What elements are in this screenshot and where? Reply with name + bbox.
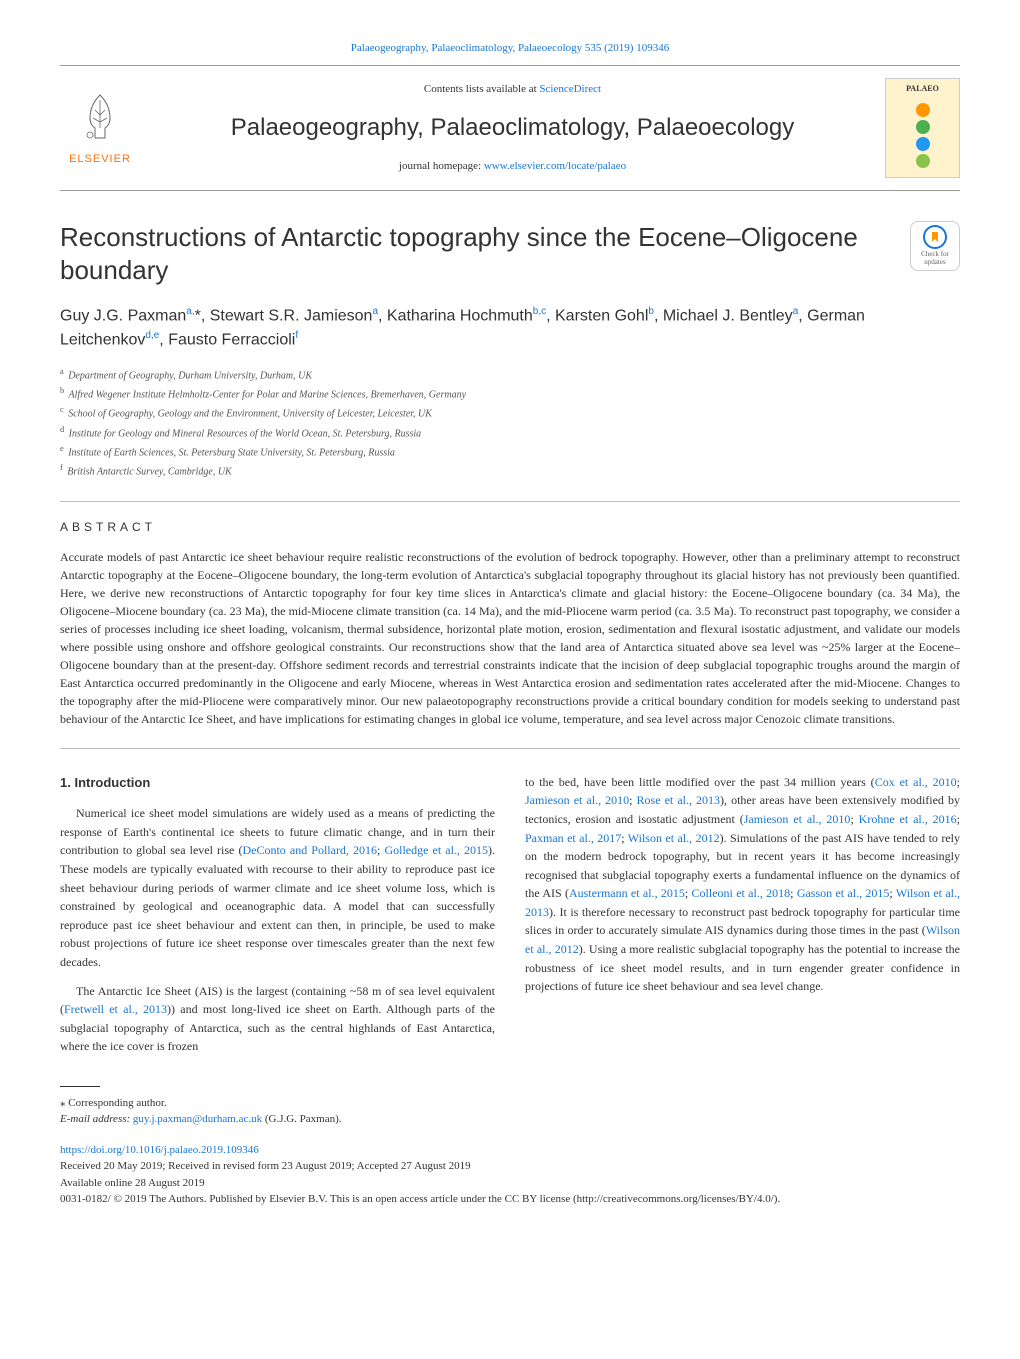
two-column-body: 1. Introduction Numerical ice sheet mode… bbox=[60, 773, 960, 1066]
divider bbox=[60, 501, 960, 502]
cover-circle-icon bbox=[916, 154, 930, 168]
journal-homepage: journal homepage: www.elsevier.com/locat… bbox=[160, 158, 865, 175]
authors-list: Guy J.G. Paxmana,*, Stewart S.R. Jamieso… bbox=[60, 304, 960, 353]
affiliations-list: a Department of Geography, Durham Univer… bbox=[60, 365, 960, 481]
check-updates-badge[interactable]: Check for updates bbox=[910, 221, 960, 271]
bookmark-icon bbox=[923, 225, 947, 249]
intro-left-text: Numerical ice sheet model simulations ar… bbox=[60, 804, 495, 1056]
elsevier-text: ELSEVIER bbox=[69, 151, 131, 168]
email-link[interactable]: guy.j.paxman@durham.ac.uk bbox=[133, 1113, 262, 1125]
contents-line: Contents lists available at ScienceDirec… bbox=[160, 81, 865, 98]
cover-circles bbox=[916, 103, 930, 168]
journal-header: ELSEVIER Contents lists available at Sci… bbox=[60, 65, 960, 191]
journal-cover: PALAEO bbox=[885, 78, 960, 178]
header-center: Contents lists available at ScienceDirec… bbox=[160, 81, 865, 174]
elsevier-tree-icon bbox=[70, 87, 130, 147]
sciencedirect-link[interactable]: ScienceDirect bbox=[539, 83, 601, 95]
doi-link[interactable]: https://doi.org/10.1016/j.palaeo.2019.10… bbox=[60, 1142, 960, 1159]
article-title: Reconstructions of Antarctic topography … bbox=[60, 221, 960, 289]
cover-circle-icon bbox=[916, 137, 930, 151]
elsevier-logo: ELSEVIER bbox=[60, 83, 140, 173]
cover-circle-icon bbox=[916, 120, 930, 134]
intro-heading: 1. Introduction bbox=[60, 773, 495, 793]
cover-circle-icon bbox=[916, 103, 930, 117]
right-column: to the bed, have been little modified ov… bbox=[525, 773, 960, 1066]
homepage-link[interactable]: www.elsevier.com/locate/palaeo bbox=[484, 160, 626, 172]
cover-label: PALAEO bbox=[906, 83, 939, 95]
left-column: 1. Introduction Numerical ice sheet mode… bbox=[60, 773, 495, 1066]
update-badge-text: Check for updates bbox=[911, 251, 959, 266]
footer-block: ⁎ Corresponding author. E-mail address: … bbox=[60, 1095, 960, 1208]
email-line: E-mail address: guy.j.paxman@durham.ac.u… bbox=[60, 1111, 960, 1128]
corresponding-author: ⁎ Corresponding author. bbox=[60, 1095, 960, 1112]
available-date: Available online 28 August 2019 bbox=[60, 1175, 960, 1192]
divider bbox=[60, 748, 960, 749]
intro-right-text: to the bed, have been little modified ov… bbox=[525, 773, 960, 996]
journal-title: Palaeogeography, Palaeoclimatology, Pala… bbox=[160, 110, 865, 146]
abstract-heading: ABSTRACT bbox=[60, 518, 960, 536]
abstract-text: Accurate models of past Antarctic ice sh… bbox=[60, 548, 960, 728]
received-dates: Received 20 May 2019; Received in revise… bbox=[60, 1158, 960, 1175]
copyright-text: 0031-0182/ © 2019 The Authors. Published… bbox=[60, 1191, 960, 1208]
journal-reference-link[interactable]: Palaeogeography, Palaeoclimatology, Pala… bbox=[60, 40, 960, 57]
footnote-rule bbox=[60, 1086, 100, 1087]
